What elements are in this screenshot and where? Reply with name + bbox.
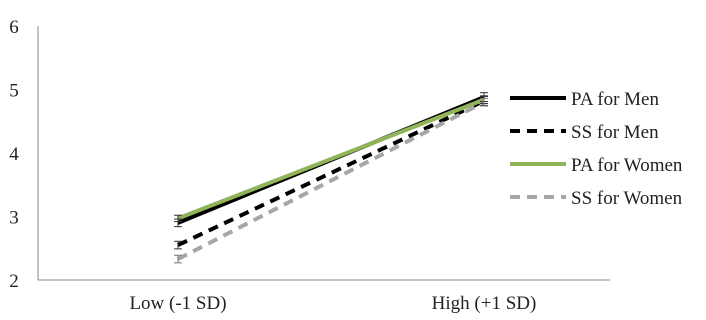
error-bar [174, 214, 182, 223]
y-axis-tick-labels: 2 3 4 5 6 [9, 17, 19, 292]
y-tick-label: 4 [9, 144, 19, 165]
y-tick-label: 5 [9, 81, 19, 102]
error-bars [174, 92, 488, 264]
y-tick-label: 6 [9, 17, 19, 38]
legend-label: PA for Men [571, 89, 659, 110]
y-tick-label: 2 [9, 271, 19, 292]
legend-label: PA for Women [571, 155, 683, 176]
error-bar [480, 97, 488, 107]
series-line-3 [177, 97, 485, 221]
legend: PA for Men SS for Men PA for Women SS for W… [510, 89, 683, 209]
x-tick-label: Low (-1 SD) [129, 293, 226, 314]
y-tick-label: 3 [9, 208, 19, 229]
series-line-4 [177, 100, 485, 261]
legend-label: SS for Men [571, 122, 659, 143]
error-bar [174, 254, 182, 264]
x-axis-tick-labels: Low (-1 SD) High (+1 SD) [129, 293, 536, 314]
legend-label: SS for Women [571, 188, 683, 209]
error-bar [174, 240, 182, 250]
axes [37, 26, 610, 281]
x-tick-label: High (+1 SD) [432, 293, 537, 314]
series-line-2 [177, 99, 485, 247]
series-lines [177, 95, 485, 261]
